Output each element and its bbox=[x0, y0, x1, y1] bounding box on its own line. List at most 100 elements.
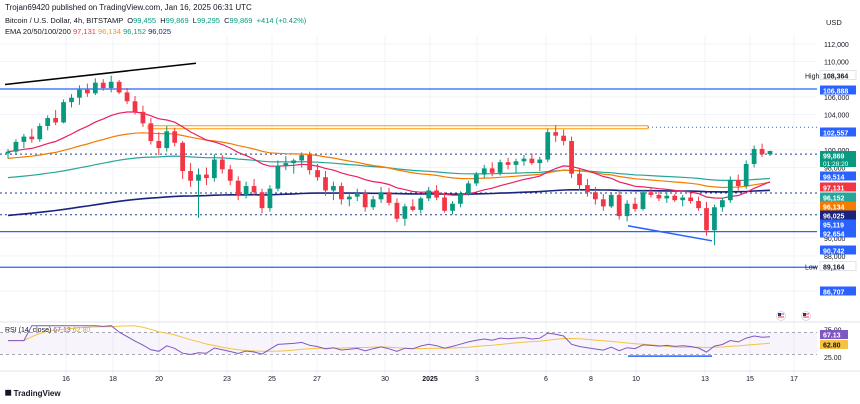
price-tag-95119 bbox=[820, 219, 856, 229]
candle-body-74 bbox=[592, 192, 598, 200]
candle-body-95 bbox=[759, 148, 765, 155]
candle-body-96 bbox=[767, 150, 773, 155]
price-tag-label: 86,707 bbox=[823, 290, 845, 297]
candle-body-79 bbox=[632, 203, 638, 210]
candle-body-9 bbox=[77, 89, 82, 98]
candle-body-58 bbox=[465, 183, 471, 194]
candle-body-87 bbox=[696, 201, 701, 209]
candle-body-8 bbox=[69, 97, 74, 103]
candle-body-78 bbox=[624, 203, 630, 217]
candle-body-40 bbox=[323, 177, 328, 191]
price-tag-99514 bbox=[820, 171, 856, 181]
candle-body-15 bbox=[124, 92, 130, 102]
candle-body-69 bbox=[553, 132, 559, 136]
ohlc-open: O99,455 bbox=[125, 16, 157, 25]
candle-body-20 bbox=[164, 131, 170, 149]
candle-body-27 bbox=[219, 159, 225, 170]
x-tick-label: 17 bbox=[790, 376, 798, 383]
price-tag-label: 95,119 bbox=[823, 223, 844, 230]
rsi-ma-line bbox=[8, 325, 771, 352]
candle-body-28 bbox=[227, 169, 233, 181]
x-tick-label: 30 bbox=[381, 376, 389, 383]
candle-body-39 bbox=[315, 170, 320, 178]
candle-body-57 bbox=[458, 194, 463, 204]
candle-body-51 bbox=[410, 206, 416, 210]
candle-body-26 bbox=[211, 159, 217, 179]
rsi-line bbox=[8, 325, 771, 356]
candle-body-42 bbox=[338, 186, 344, 200]
candle-body-60 bbox=[481, 168, 487, 175]
y-tick-label: 112,000 bbox=[824, 42, 849, 49]
candle-body-72 bbox=[577, 173, 582, 186]
candle-body-13 bbox=[108, 81, 114, 88]
candles bbox=[5, 75, 773, 246]
rsi-tag-label: 67.13 bbox=[823, 333, 841, 340]
candle-body-31 bbox=[251, 186, 257, 193]
y-tick-label: 104,000 bbox=[824, 113, 849, 120]
x-tick-label: 3 bbox=[475, 376, 479, 383]
ohlc-change: +414 (+0.42%) bbox=[256, 16, 307, 25]
ema-legend[interactable]: EMA 20/50/100/200 97,131 96,134 96,152 9… bbox=[5, 27, 171, 36]
price-tag-96025 bbox=[820, 210, 856, 220]
candle-body-50 bbox=[402, 206, 408, 219]
candle-body-10 bbox=[84, 89, 90, 94]
y-tick-label: 106,000 bbox=[824, 95, 849, 102]
x-tick-label: 25 bbox=[268, 376, 276, 383]
tradingview-logo[interactable]: ⯀ TradingView bbox=[5, 389, 61, 398]
symbol-title[interactable]: Bitcoin / U.S. Dollar, 4h, BITSTAMP bbox=[5, 16, 124, 25]
flag-canton bbox=[803, 313, 806, 316]
candle-body-3 bbox=[29, 136, 35, 140]
horizontal-levels bbox=[0, 88, 817, 268]
candle-body-21 bbox=[172, 131, 178, 143]
candle-body-53 bbox=[426, 190, 432, 199]
candle-body-4 bbox=[37, 125, 43, 140]
resistance-zone bbox=[147, 125, 649, 130]
rsi-legend[interactable]: RSI (14, close) 67.13 62.80 bbox=[5, 327, 90, 334]
price-tag-label: 90,742 bbox=[823, 249, 845, 256]
candle-body-90 bbox=[719, 200, 725, 208]
candle-body-66 bbox=[529, 158, 535, 164]
candle-body-80 bbox=[640, 192, 646, 210]
rsi-label: RSI (14, close) bbox=[5, 327, 52, 334]
price-tag-90742 bbox=[820, 245, 856, 255]
price-tag-label: 106,888 bbox=[823, 89, 848, 96]
price-tag-96152 bbox=[820, 192, 856, 202]
candle-body-73 bbox=[585, 185, 590, 193]
price-tag-caption: High bbox=[805, 74, 820, 81]
ohlc-high: H99,869 bbox=[158, 16, 189, 25]
candle-body-43 bbox=[346, 196, 352, 200]
candle-body-71 bbox=[569, 141, 574, 174]
candle-body-35 bbox=[283, 163, 289, 166]
candle-body-61 bbox=[489, 168, 495, 173]
candle-body-81 bbox=[648, 192, 654, 195]
currency-label[interactable]: USD bbox=[826, 18, 842, 27]
candle-body-64 bbox=[513, 161, 519, 165]
rsi-ma-value: 62.80 bbox=[72, 327, 91, 334]
flag-canton bbox=[778, 313, 781, 316]
candle-body-7 bbox=[61, 102, 66, 123]
candle-body-52 bbox=[418, 198, 424, 210]
candle-body-62 bbox=[497, 162, 503, 173]
candle-body-93 bbox=[743, 163, 749, 187]
y-tick-label: 88,000 bbox=[824, 254, 846, 261]
candle-body-76 bbox=[608, 194, 614, 207]
candle-body-84 bbox=[672, 195, 678, 201]
candle-body-25 bbox=[204, 174, 209, 179]
price-tag-label: 99,514 bbox=[823, 175, 845, 182]
candle-body-5 bbox=[45, 118, 51, 126]
candle-body-14 bbox=[116, 81, 122, 93]
y-tick-label: 110,000 bbox=[824, 60, 849, 67]
trendline-price-divergence bbox=[627, 225, 713, 242]
candle-body-65 bbox=[521, 158, 527, 162]
x-tick-label: 2025 bbox=[422, 376, 438, 383]
candle-body-75 bbox=[600, 199, 606, 207]
candle-body-88 bbox=[704, 208, 709, 231]
candle-body-85 bbox=[680, 197, 686, 201]
publisher-line: Trojan69420 published on TradingView.com… bbox=[5, 3, 252, 12]
price-tag-96134 bbox=[820, 201, 856, 211]
candle-body-32 bbox=[259, 192, 265, 209]
candle-body-24 bbox=[196, 174, 201, 181]
candle-body-46 bbox=[370, 199, 376, 208]
ohlc-close: C99,869 bbox=[222, 16, 253, 25]
